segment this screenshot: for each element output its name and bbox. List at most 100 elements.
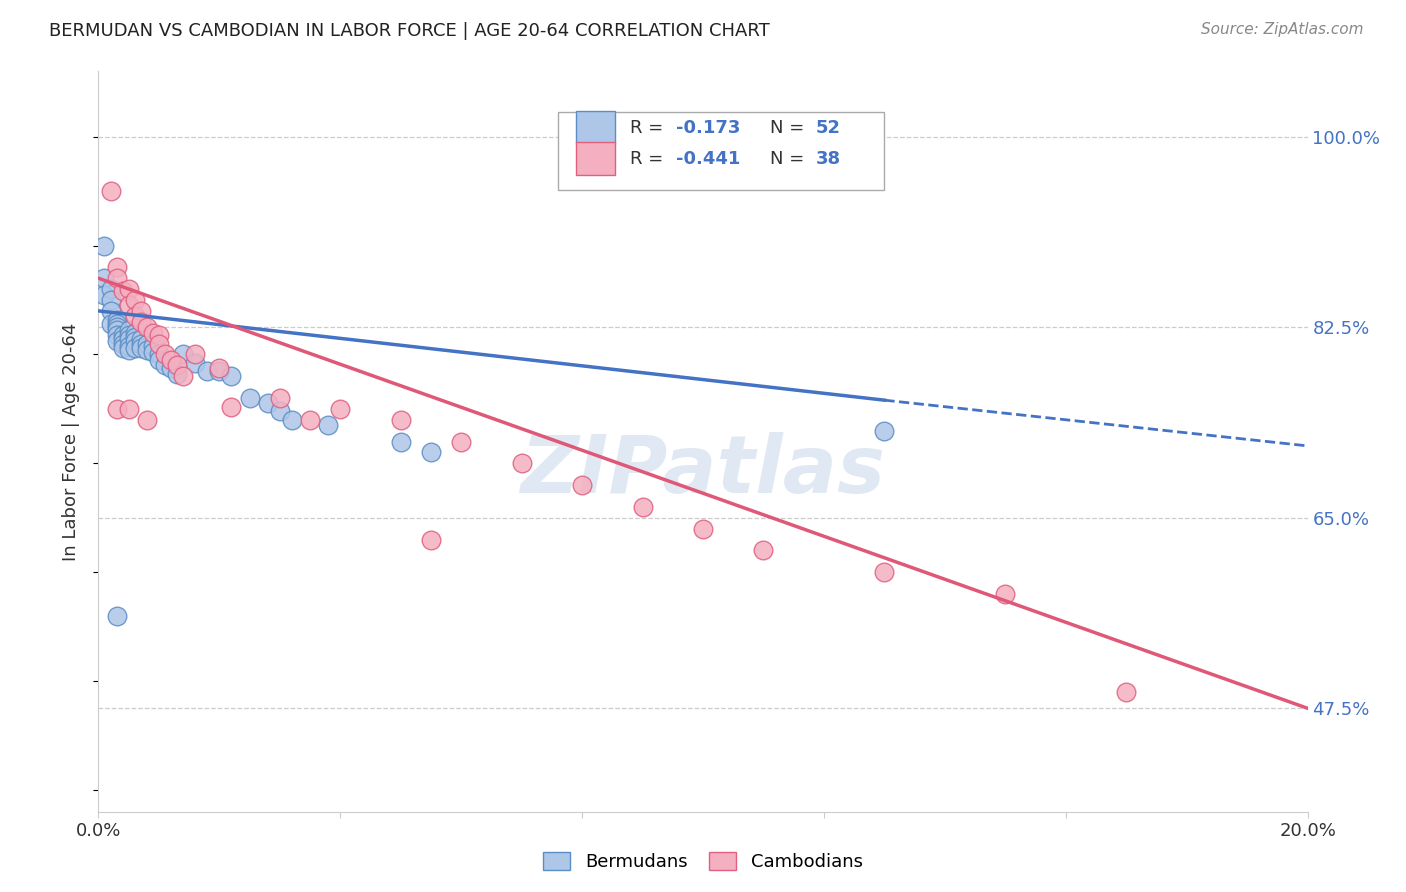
Point: [111, 332, 134, 346]
Point: [208, 360, 231, 375]
Point: [124, 326, 146, 340]
Point: [299, 413, 322, 427]
Point: [100, 184, 122, 198]
Point: [316, 418, 339, 433]
Point: [994, 587, 1017, 601]
Point: [124, 330, 146, 344]
Point: [135, 320, 157, 334]
Point: [142, 326, 165, 340]
Point: [105, 608, 128, 623]
Point: [118, 327, 141, 342]
Point: [135, 343, 157, 357]
Point: [111, 336, 134, 351]
Point: [142, 339, 165, 353]
Point: [100, 317, 122, 331]
Text: Source: ZipAtlas.com: Source: ZipAtlas.com: [1201, 22, 1364, 37]
Point: [124, 310, 146, 324]
Point: [1115, 685, 1137, 699]
Point: [111, 341, 134, 355]
Point: [420, 445, 443, 459]
Text: N =: N =: [769, 119, 810, 136]
Point: [118, 343, 141, 357]
Legend: Bermudans, Cambodians: Bermudans, Cambodians: [536, 845, 870, 879]
FancyBboxPatch shape: [558, 112, 884, 190]
Point: [105, 317, 128, 331]
Point: [571, 478, 593, 492]
Point: [692, 522, 714, 536]
Point: [269, 391, 291, 405]
Point: [172, 369, 194, 384]
Point: [124, 341, 146, 355]
Point: [105, 401, 128, 416]
Point: [160, 360, 183, 375]
Point: [221, 400, 243, 414]
Point: [118, 332, 141, 346]
Point: [166, 359, 188, 373]
Point: [105, 334, 128, 349]
Point: [148, 347, 170, 361]
Point: [129, 336, 152, 351]
Point: [172, 347, 194, 361]
Text: ZIPatlas: ZIPatlas: [520, 432, 886, 510]
Point: [111, 285, 134, 299]
Text: BERMUDAN VS CAMBODIAN IN LABOR FORCE | AGE 20-64 CORRELATION CHART: BERMUDAN VS CAMBODIAN IN LABOR FORCE | A…: [49, 22, 770, 40]
Point: [100, 282, 122, 296]
Point: [105, 260, 128, 275]
Y-axis label: In Labor Force | Age 20-64: In Labor Force | Age 20-64: [62, 322, 80, 561]
Point: [166, 367, 188, 381]
Point: [160, 352, 183, 367]
Point: [100, 293, 122, 307]
Text: N =: N =: [769, 150, 810, 168]
Text: -0.173: -0.173: [676, 119, 741, 136]
Point: [105, 324, 128, 338]
Point: [105, 320, 128, 334]
Point: [281, 413, 304, 427]
Point: [93, 238, 115, 252]
Point: [118, 339, 141, 353]
Point: [148, 327, 170, 342]
Point: [420, 533, 443, 547]
Point: [184, 356, 207, 370]
Point: [129, 315, 152, 329]
Text: 52: 52: [815, 119, 841, 136]
Point: [208, 364, 231, 378]
Point: [135, 336, 157, 351]
Point: [118, 282, 141, 296]
Point: [93, 287, 115, 301]
Point: [135, 413, 157, 427]
Point: [100, 304, 122, 318]
Point: [269, 404, 291, 418]
Point: [631, 500, 654, 514]
Point: [129, 332, 152, 346]
Point: [129, 341, 152, 355]
Point: [148, 352, 170, 367]
Point: [118, 401, 141, 416]
Point: [256, 396, 278, 410]
Text: 38: 38: [815, 150, 841, 168]
Point: [129, 304, 152, 318]
Point: [93, 271, 115, 285]
Point: [105, 271, 128, 285]
Point: [118, 324, 141, 338]
Point: [118, 298, 141, 312]
Point: [329, 401, 352, 416]
Point: [124, 293, 146, 307]
Point: [184, 347, 207, 361]
Point: [239, 391, 262, 405]
Point: [105, 312, 128, 326]
FancyBboxPatch shape: [576, 143, 614, 175]
Point: [153, 347, 176, 361]
Point: [450, 434, 472, 449]
Point: [111, 327, 134, 342]
FancyBboxPatch shape: [576, 112, 614, 144]
Point: [195, 364, 218, 378]
Point: [389, 413, 412, 427]
Point: [873, 424, 896, 438]
Point: [148, 336, 170, 351]
Point: [153, 359, 176, 373]
Text: R =: R =: [630, 119, 669, 136]
Point: [752, 543, 775, 558]
Point: [142, 345, 165, 359]
Point: [124, 334, 146, 349]
Point: [873, 565, 896, 579]
